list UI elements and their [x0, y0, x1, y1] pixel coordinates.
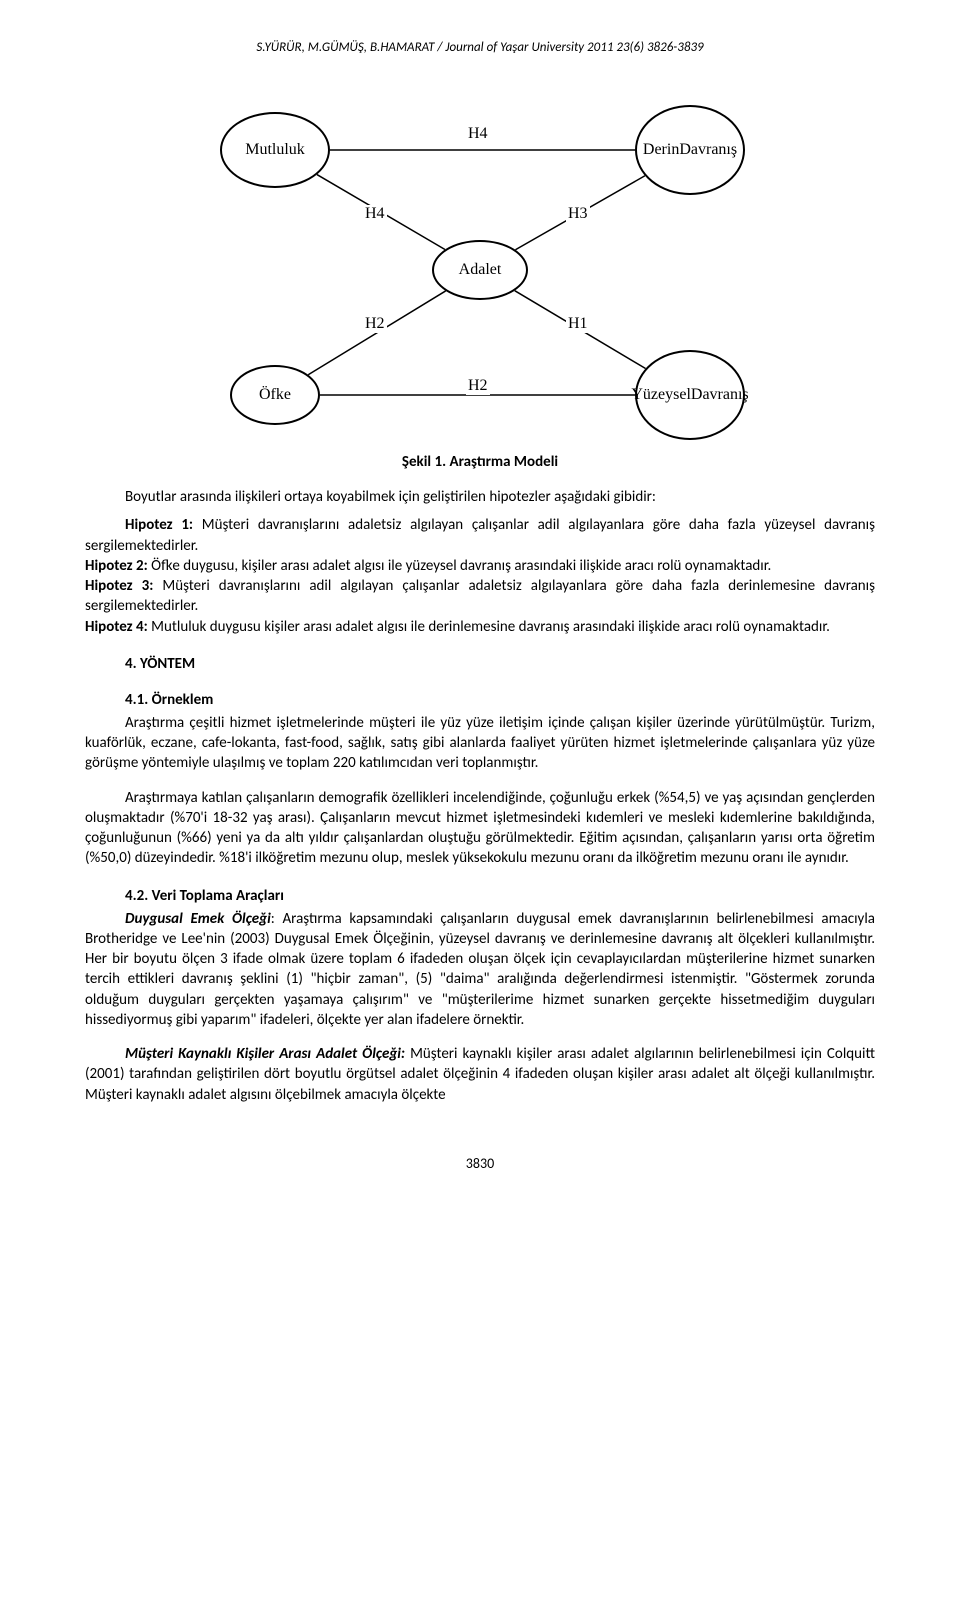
- edge-label: H4: [466, 125, 490, 143]
- running-header: S.YÜRÜR, M.GÜMÜŞ, B.HAMARAT / Journal of…: [85, 40, 875, 55]
- hypothesis-text: Mutluluk duygusu kişiler arası adalet al…: [148, 618, 830, 636]
- musteri-label: Müşteri Kaynaklı Kişiler Arası Adalet Öl…: [125, 1045, 405, 1063]
- hypothesis-label: Hipotez 3:: [85, 577, 153, 595]
- duygusal-label: Duygusal Emek Ölçeği: [125, 910, 271, 928]
- hypothesis-text: Müşteri davranışlarını adaletsiz algılay…: [85, 516, 875, 554]
- hypothesis-text: Müşteri davranışlarını adil algılayan ça…: [85, 577, 875, 615]
- duygusal-para: Duygusal Emek Ölçeği: Araştırma kapsamın…: [85, 909, 875, 1031]
- hypotheses-block: Hipotez 1: Müşteri davranışlarını adalet…: [85, 515, 875, 637]
- node-adalet: Adalet: [432, 240, 528, 300]
- edge-label: H3: [566, 205, 590, 223]
- hypothesis-2: Hipotez 2: Öfke duygusu, kişiler arası a…: [85, 556, 875, 576]
- node-derin: DerinDavranış: [635, 105, 745, 195]
- hypothesis-3: Hipotez 3: Müşteri davranışlarını adil a…: [85, 576, 875, 617]
- section-4-1: 4.1. Örneklem: [125, 691, 875, 709]
- musteri-para: Müşteri Kaynaklı Kişiler Arası Adalet Öl…: [85, 1044, 875, 1105]
- node-ofke: Öfke: [230, 365, 320, 425]
- hypothesis-4: Hipotez 4: Mutluluk duygusu kişiler aras…: [85, 617, 875, 637]
- hypothesis-text: Öfke duygusu, kişiler arası adalet algıs…: [148, 557, 771, 575]
- edge-label: H1: [566, 315, 590, 333]
- node-yuzeysel: YüzeyselDavranış: [635, 350, 745, 440]
- page-number: 3830: [85, 1155, 875, 1172]
- section-4-2: 4.2. Veri Toplama Araçları: [125, 887, 875, 905]
- section-4: 4. YÖNTEM: [125, 655, 875, 673]
- edge-label: H2: [363, 315, 387, 333]
- figure-caption: Şekil 1. Araştırma Modeli: [85, 453, 875, 471]
- orneklem-p1: Araştırma çeşitli hizmet işletmelerinde …: [85, 713, 875, 774]
- hypothesis-1: Hipotez 1: Müşteri davranışlarını adalet…: [85, 515, 875, 556]
- intro-line: Boyutlar arasında ilişkileri ortaya koya…: [85, 487, 875, 507]
- edge-label: H4: [363, 205, 387, 223]
- hypothesis-label: Hipotez 1:: [125, 516, 193, 534]
- orneklem-p2: Araştırmaya katılan çalışanların demogra…: [85, 788, 875, 869]
- hypothesis-label: Hipotez 4:: [85, 618, 148, 636]
- node-mutluluk: Mutluluk: [220, 112, 330, 188]
- figure-container: Mutluluk DerinDavranış Adalet Öfke YüzeyselD…: [85, 75, 875, 445]
- hypothesis-label: Hipotez 2:: [85, 557, 148, 575]
- edge-label: H2: [466, 377, 490, 395]
- network-diagram: Mutluluk DerinDavranış Adalet Öfke YüzeyselD…: [200, 75, 760, 445]
